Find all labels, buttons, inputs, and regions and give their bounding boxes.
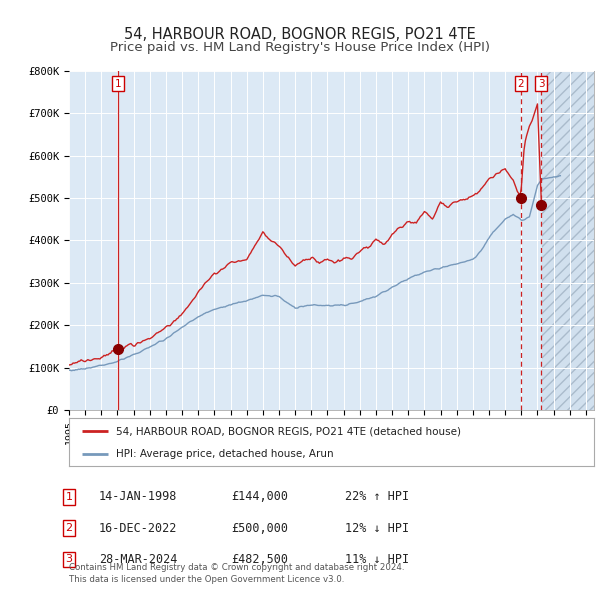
- Text: £500,000: £500,000: [231, 522, 288, 535]
- Bar: [542, 71, 594, 410]
- Text: 3: 3: [65, 555, 73, 564]
- Text: 3: 3: [538, 78, 545, 88]
- Text: HPI: Average price, detached house, Arun: HPI: Average price, detached house, Arun: [116, 449, 334, 459]
- Text: 1: 1: [115, 78, 121, 88]
- Text: Price paid vs. HM Land Registry's House Price Index (HPI): Price paid vs. HM Land Registry's House …: [110, 41, 490, 54]
- Text: 16-DEC-2022: 16-DEC-2022: [99, 522, 178, 535]
- Text: 54, HARBOUR ROAD, BOGNOR REGIS, PO21 4TE: 54, HARBOUR ROAD, BOGNOR REGIS, PO21 4TE: [124, 27, 476, 42]
- Text: 54, HARBOUR ROAD, BOGNOR REGIS, PO21 4TE (detached house): 54, HARBOUR ROAD, BOGNOR REGIS, PO21 4TE…: [116, 426, 461, 436]
- Text: 2: 2: [65, 523, 73, 533]
- Text: 22% ↑ HPI: 22% ↑ HPI: [345, 490, 409, 503]
- Bar: [542, 71, 594, 410]
- Text: 1: 1: [65, 492, 73, 502]
- Text: 14-JAN-1998: 14-JAN-1998: [99, 490, 178, 503]
- Text: 28-MAR-2024: 28-MAR-2024: [99, 553, 178, 566]
- Text: £144,000: £144,000: [231, 490, 288, 503]
- Text: 2: 2: [517, 78, 524, 88]
- Text: Contains HM Land Registry data © Crown copyright and database right 2024.
This d: Contains HM Land Registry data © Crown c…: [69, 563, 404, 584]
- Text: 11% ↓ HPI: 11% ↓ HPI: [345, 553, 409, 566]
- Text: £482,500: £482,500: [231, 553, 288, 566]
- Text: 12% ↓ HPI: 12% ↓ HPI: [345, 522, 409, 535]
